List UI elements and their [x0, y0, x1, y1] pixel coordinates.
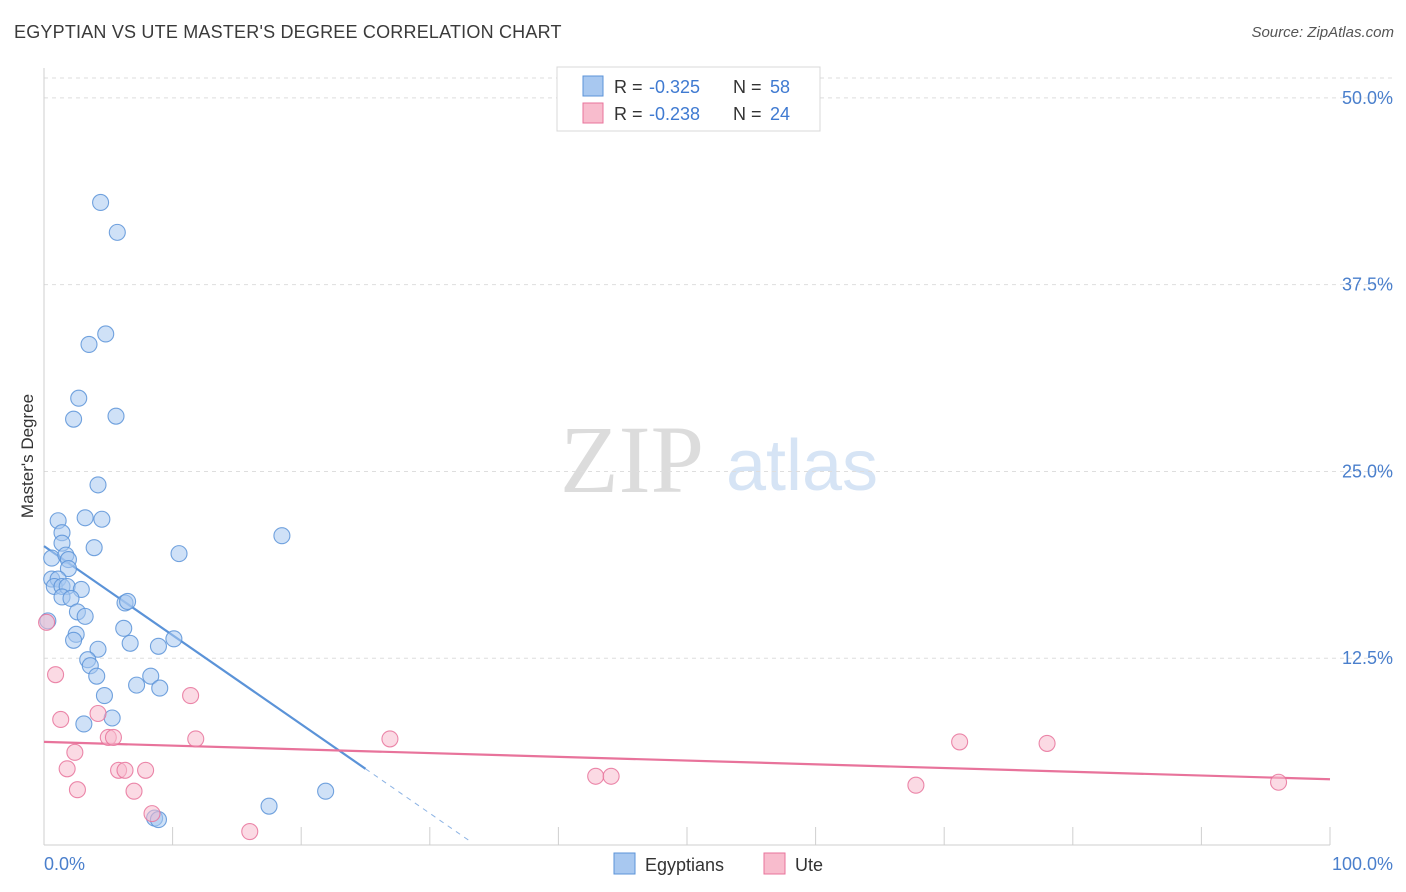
point-egyptians — [103, 709, 121, 727]
point-ute — [52, 710, 70, 729]
point-egyptians — [43, 549, 61, 567]
legend-n-value-2: 24 — [770, 104, 790, 124]
legend-swatch-ute — [582, 102, 604, 124]
point-egyptians — [93, 510, 111, 528]
point-ute — [104, 728, 122, 746]
bottom-legend-label-ute: Ute — [795, 855, 823, 875]
point-egyptians — [59, 560, 77, 578]
point-egyptians — [273, 527, 291, 545]
point-egyptians — [107, 407, 125, 425]
point-egyptians — [76, 607, 94, 625]
point-ute — [137, 761, 155, 779]
point-ute — [116, 761, 134, 779]
point-egyptians — [65, 410, 83, 428]
point-egyptians — [89, 640, 107, 658]
point-ute — [182, 687, 200, 705]
point-egyptians — [92, 193, 110, 212]
point-egyptians — [95, 687, 113, 705]
point-egyptians — [128, 676, 146, 694]
legend-r-value-1: -0.325 — [649, 77, 700, 97]
point-ute — [38, 613, 56, 631]
legend-n-value-1: 58 — [770, 77, 790, 97]
point-egyptians — [85, 539, 103, 557]
point-ute — [241, 823, 259, 841]
point-egyptians — [75, 715, 93, 733]
watermark-atlas: atlas — [726, 426, 878, 506]
trendline-egyptians — [43, 545, 367, 770]
point-egyptians — [165, 630, 183, 648]
point-ute — [68, 781, 86, 799]
point-egyptians — [142, 667, 160, 685]
point-egyptians — [115, 619, 133, 637]
bottom-legend-swatch-ute — [763, 852, 786, 875]
chart-title: EGYPTIAN VS UTE MASTER'S DEGREE CORRELAT… — [14, 22, 562, 42]
trendline-extension-egyptians — [365, 768, 469, 841]
point-egyptians — [80, 335, 98, 353]
legend-r-value-2: -0.238 — [649, 104, 700, 124]
point-egyptians — [89, 476, 107, 494]
trend-layer — [43, 545, 1331, 841]
x-tick-label-min: 0.0% — [44, 854, 85, 874]
point-egyptians — [108, 223, 126, 241]
point-egyptians — [170, 545, 188, 563]
point-egyptians — [70, 389, 88, 407]
point-ute — [47, 666, 65, 684]
point-ute — [951, 733, 969, 751]
legend-box: R = -0.325 N = 58 R = -0.238 N = 24 — [556, 66, 821, 132]
axis-layer: 12.5% 25.0% 37.5% 50.0% — [43, 68, 1393, 846]
y-tick-label: 25.0% — [1342, 461, 1393, 481]
grid-layer — [44, 77, 1394, 659]
point-ute — [187, 730, 205, 748]
point-ute — [1038, 734, 1056, 752]
point-egyptians — [317, 782, 335, 800]
x-tick-label-max: 100.0% — [1332, 854, 1393, 874]
chart-source: Source: ZipAtlas.com — [1251, 24, 1394, 41]
point-ute — [381, 730, 399, 748]
point-egyptians — [149, 637, 168, 655]
point-ute — [143, 805, 161, 823]
point-egyptians — [119, 592, 137, 610]
point-egyptians — [121, 634, 139, 652]
point-ute — [89, 704, 107, 723]
bottom-legend-label-egyptians: Egyptians — [645, 855, 724, 875]
bottom-legend-swatch-egyptians — [613, 852, 636, 875]
y-tick-label: 50.0% — [1342, 88, 1393, 108]
watermark-zip: ZIP — [560, 406, 704, 513]
bottom-legend: Egyptians Ute — [613, 852, 823, 875]
point-ute — [125, 782, 143, 800]
point-egyptians — [65, 631, 83, 649]
y-axis-label: Master's Degree — [18, 394, 37, 518]
legend-r-label-2: R = — [614, 104, 643, 124]
point-egyptians — [97, 325, 115, 343]
point-ute — [587, 767, 605, 785]
legend-r-label-1: R = — [614, 77, 643, 97]
point-ute — [907, 776, 925, 794]
point-ute — [58, 760, 76, 778]
point-egyptians — [151, 679, 169, 697]
y-tick-label: 12.5% — [1342, 648, 1393, 668]
y-tick-label: 37.5% — [1342, 275, 1393, 295]
point-ute — [66, 743, 84, 761]
point-ute — [1270, 773, 1288, 791]
legend-n-label-2: N = — [733, 104, 762, 124]
legend-n-label-1: N = — [733, 77, 762, 97]
legend-swatch-egyptians — [582, 75, 604, 97]
point-egyptians — [76, 509, 94, 527]
point-egyptians — [88, 667, 106, 685]
point-ute — [602, 767, 620, 785]
points-layer — [38, 193, 1288, 841]
trendline-ute — [43, 740, 1331, 781]
point-egyptians — [260, 797, 278, 815]
